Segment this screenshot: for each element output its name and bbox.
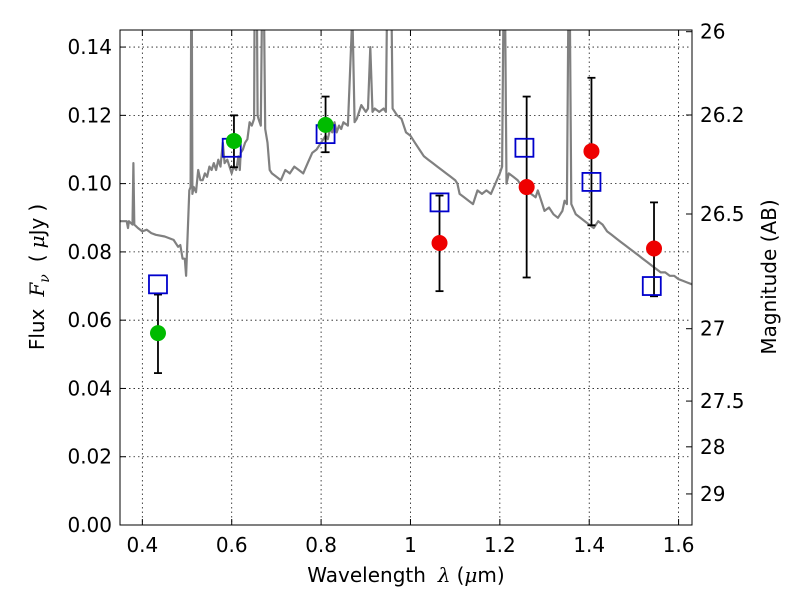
x-axis-label-open: ( bbox=[457, 563, 465, 587]
y-tick-label: 0.04 bbox=[67, 376, 112, 400]
y-tick-label: 0.12 bbox=[67, 103, 112, 127]
x-axis-label-unit: m) bbox=[477, 563, 504, 587]
x-tick-label: 0.6 bbox=[216, 533, 248, 557]
y2-tick-label: 26.5 bbox=[700, 202, 745, 226]
x-axis-label-mu: μ bbox=[464, 563, 477, 587]
y-tick-label: 0.08 bbox=[67, 240, 112, 264]
plot-area bbox=[120, 30, 692, 286]
x-axis-label-var: λ bbox=[437, 563, 451, 587]
green-observed-point bbox=[317, 116, 334, 133]
red-observed-point bbox=[518, 179, 535, 196]
y-axis-label-sub: ν bbox=[37, 274, 53, 283]
y-tick-label: 0.06 bbox=[67, 308, 112, 332]
x-tick-label: 1.4 bbox=[573, 533, 605, 557]
y2-tick-label: 26 bbox=[700, 20, 725, 44]
red-observed-point bbox=[646, 240, 663, 257]
y-axis-label-open: ( bbox=[25, 254, 49, 262]
green-observed-point bbox=[225, 132, 242, 149]
y2-tick-label: 29 bbox=[700, 482, 725, 506]
x-tick-label: 0.8 bbox=[305, 533, 337, 557]
model-photometry-square bbox=[514, 137, 535, 158]
y-tick-label: 0.02 bbox=[67, 445, 112, 469]
y2-tick-label: 26.2 bbox=[700, 103, 745, 127]
red-observed-point bbox=[583, 143, 600, 160]
model-photometry-square bbox=[581, 172, 602, 192]
markers bbox=[148, 116, 663, 342]
y-axis-label-prefix: Flux bbox=[25, 308, 49, 350]
y-tick-label: 0.10 bbox=[67, 172, 112, 196]
x-tick-label: 1.6 bbox=[663, 533, 695, 557]
red-observed-point bbox=[431, 235, 448, 252]
y2-axis-label: Magnitude (AB) bbox=[757, 199, 781, 354]
x-tick-label: 1.2 bbox=[484, 533, 516, 557]
y-tick-label: 0.00 bbox=[67, 513, 112, 537]
green-observed-point bbox=[149, 325, 166, 342]
model-photometry-square bbox=[148, 274, 168, 295]
model-spectrum-line bbox=[120, 30, 692, 286]
x-axis-label-prefix: Wavelength bbox=[307, 563, 426, 587]
x-tick-label: 1 bbox=[404, 533, 417, 557]
y2-tick-label: 27 bbox=[700, 317, 725, 341]
plot-frame bbox=[119, 29, 693, 526]
y-axis-label: Flux Fν ( μJy) bbox=[25, 204, 53, 350]
y2-tick-label: 28 bbox=[700, 435, 725, 459]
x-tick-label: 0.4 bbox=[126, 533, 158, 557]
grid bbox=[120, 30, 692, 526]
axes: 0.4 0.6 0.8 1 1.2 1.4 1.6 0.00 0.02 0.04 0.06 0.08 0… bbox=[67, 20, 744, 557]
y-axis-label-close: ) bbox=[25, 204, 49, 212]
y-axis-label-var: F bbox=[25, 282, 49, 298]
model-photometry-square bbox=[641, 276, 662, 296]
y-axis-label-mu: μ bbox=[25, 235, 49, 248]
model-photometry-square bbox=[429, 192, 450, 213]
errorbars bbox=[153, 76, 659, 374]
y2-tick-label: 27.5 bbox=[700, 389, 745, 413]
y-tick-label: 0.14 bbox=[67, 35, 112, 59]
y-axis-label-unit: Jy bbox=[25, 217, 49, 237]
x-axis-label: Wavelength λ (μm) bbox=[307, 563, 504, 587]
